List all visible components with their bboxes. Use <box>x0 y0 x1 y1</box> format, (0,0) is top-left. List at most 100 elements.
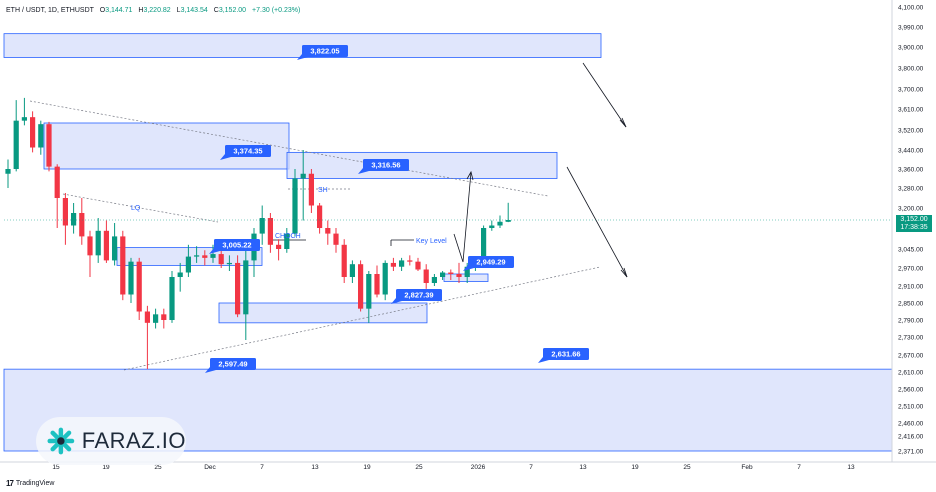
price-label: 2,949.29 <box>463 256 514 271</box>
y-tick-label: 3,520.00 <box>898 128 924 135</box>
candle-body <box>423 269 429 283</box>
zone-supply <box>286 151 558 179</box>
low-value: 3,143.54 <box>180 7 208 14</box>
watermark: FARAZ.IO <box>36 417 186 465</box>
candle-body <box>308 173 314 206</box>
zones <box>3 33 893 452</box>
candle-body <box>276 244 282 249</box>
annotation-label: Key Level <box>416 238 447 245</box>
impulse-arrow <box>453 171 472 263</box>
candle-body <box>202 255 208 258</box>
candle-body <box>153 314 159 323</box>
annotation-label: SH <box>318 187 328 194</box>
candle-body <box>210 254 216 258</box>
y-tick-label: 3,800.00 <box>898 66 924 73</box>
y-tick-label: 2,910.00 <box>898 284 924 291</box>
current-price: 3,152.00 <box>900 216 928 223</box>
y-tick-label: 3,440.00 <box>898 148 924 155</box>
y-tick-label: 2,790.00 <box>898 318 924 325</box>
y-tick-label: 3,360.00 <box>898 167 924 174</box>
high-label: H <box>138 7 144 14</box>
candle-body <box>79 213 85 237</box>
price-labels: 3,822.05 3,374.35 3,316.56 3,005.22 2,949.29… <box>205 45 589 373</box>
candle-body <box>374 274 380 295</box>
price-label: 3,822.05 <box>297 45 348 60</box>
tradingview-logo-icon: 17 <box>6 479 14 488</box>
zone-demand <box>218 302 428 324</box>
price-label-text: 2,827.39 <box>404 291 433 300</box>
x-tick-label: 7 <box>529 464 533 471</box>
y-tick-label: 2,670.00 <box>898 353 924 360</box>
price-label: 2,631.66 <box>538 348 589 363</box>
price-label-box <box>225 145 271 157</box>
candle-body <box>218 254 224 265</box>
x-tick-label: Feb <box>741 464 753 471</box>
candle-body <box>46 124 52 167</box>
y-tick-label: 2,560.00 <box>898 387 924 394</box>
price-label-text: 2,949.29 <box>476 258 505 267</box>
candle-body <box>399 260 405 267</box>
price-label-box <box>210 358 256 370</box>
candle-body <box>341 244 347 277</box>
candle-body <box>30 117 36 148</box>
candle-body <box>87 236 93 256</box>
candle-body <box>448 272 454 274</box>
y-tick-label: 3,045.00 <box>898 247 924 254</box>
candle-body <box>235 262 241 315</box>
candle-body <box>38 124 44 148</box>
price-label-pointer <box>205 367 216 373</box>
high-value: 3,220.82 <box>143 7 171 14</box>
y-tick-label: 3,280.00 <box>898 186 924 193</box>
close-value: 3,152.00 <box>218 7 247 14</box>
price-label-box <box>543 348 589 360</box>
candle-body <box>128 261 134 295</box>
support-trendline <box>123 266 601 371</box>
candle-body <box>243 260 249 315</box>
price-label-text: 3,005.22 <box>222 241 251 250</box>
projection-arrow-down <box>566 166 628 278</box>
price-label-text: 3,374.35 <box>233 147 262 156</box>
faraz-logo-icon <box>47 427 75 455</box>
y-tick-label: 4,100.00 <box>898 5 924 12</box>
symbol-header: ETH / USDT, 1D, ETHUSDT O3,144.71 H3,220… <box>6 7 300 14</box>
candle-body <box>120 236 126 295</box>
candle-body <box>54 166 60 198</box>
price-label-pointer <box>358 168 369 174</box>
tradingview-footer[interactable]: 17 TradingView <box>6 479 54 488</box>
countdown: 17:38:35 <box>900 224 928 231</box>
candle-body <box>505 220 511 222</box>
y-tick-label: 2,416.00 <box>898 434 924 441</box>
x-tick-label: 19 <box>363 464 371 471</box>
watermark-text: FARAZ.IO <box>81 428 186 453</box>
candle-body <box>13 120 19 169</box>
candle-body <box>456 274 462 277</box>
price-label-box <box>302 45 348 57</box>
candle-body <box>358 264 364 309</box>
candle-body <box>112 236 118 261</box>
candle-body <box>415 261 421 270</box>
change-value: +7.30 (+0.23%) <box>252 7 301 14</box>
y-axis: 4,100.00 3,990.00 3,900.00 3,800.00 3,700.00… <box>891 0 924 462</box>
price-label-text: 2,597.49 <box>218 360 247 369</box>
y-tick-label: 3,610.00 <box>898 107 924 114</box>
candle-body <box>185 256 191 273</box>
y-tick-label: 2,730.00 <box>898 335 924 342</box>
candle-body <box>390 262 396 267</box>
price-label: 3,374.35 <box>220 145 271 160</box>
y-tick-label: 3,200.00 <box>898 206 924 213</box>
low-label: L <box>176 7 181 14</box>
candle-body <box>489 225 495 228</box>
price-label-pointer <box>297 54 308 60</box>
candle-body <box>194 255 200 257</box>
price-label: 2,597.49 <box>205 358 256 373</box>
candle-body <box>382 262 388 295</box>
x-tick-label: 25 <box>415 464 423 471</box>
open-value: 3,144.71 <box>105 7 133 14</box>
x-tick-label: 2026 <box>471 464 486 471</box>
price-label-box <box>363 159 409 171</box>
candle-body <box>349 264 355 277</box>
candle-body <box>284 233 290 249</box>
candle-body <box>464 266 470 277</box>
projection-arrow-up <box>582 62 627 128</box>
candle-body <box>325 228 331 234</box>
